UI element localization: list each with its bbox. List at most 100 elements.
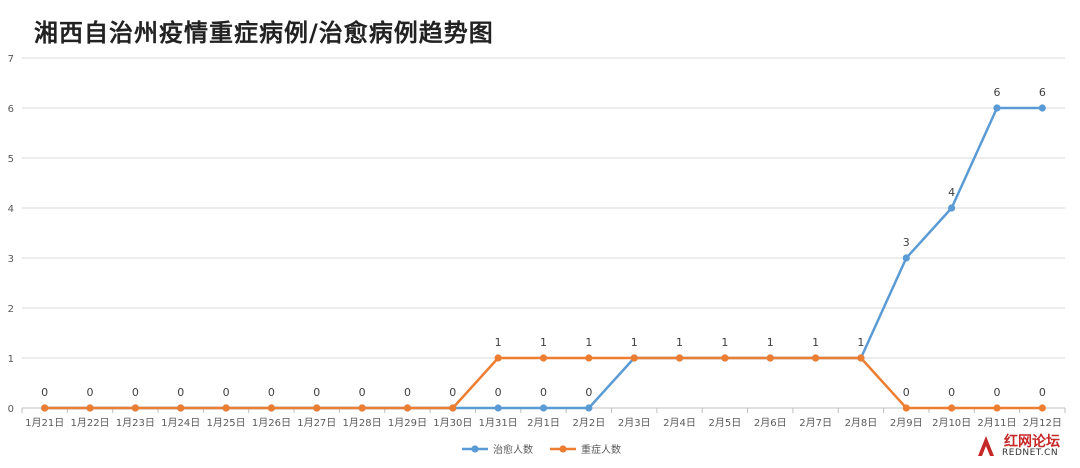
x-tick-label: 2月4日 bbox=[663, 417, 696, 429]
y-tick-label: 1 bbox=[8, 354, 14, 365]
data-label: 0 bbox=[41, 386, 48, 399]
x-tick-label: 1月23日 bbox=[116, 417, 155, 429]
x-tick-label: 2月3日 bbox=[618, 417, 651, 429]
data-point bbox=[1038, 404, 1046, 412]
data-point bbox=[857, 354, 865, 362]
data-label: 0 bbox=[87, 386, 94, 399]
x-tick-label: 2月5日 bbox=[709, 417, 742, 429]
data-point bbox=[313, 404, 321, 412]
data-point bbox=[86, 404, 94, 412]
rednet-watermark: 红网论坛 REDNET.CN bbox=[974, 430, 1074, 464]
data-label: 1 bbox=[676, 336, 683, 349]
x-tick-label: 1月21日 bbox=[25, 417, 64, 429]
data-label: 0 bbox=[313, 386, 320, 399]
data-label: 0 bbox=[359, 386, 366, 399]
data-label: 6 bbox=[993, 86, 1000, 99]
data-point bbox=[721, 354, 729, 362]
rednet-logo-icon bbox=[978, 436, 994, 456]
data-point bbox=[675, 354, 684, 362]
data-label: 0 bbox=[540, 386, 547, 399]
data-point bbox=[494, 404, 502, 412]
x-tick-label: 2月10日 bbox=[932, 417, 971, 429]
data-label: 0 bbox=[1039, 386, 1046, 399]
data-point bbox=[993, 104, 1001, 112]
x-tick-label: 2月7日 bbox=[799, 417, 832, 429]
chart-title: 湘西自治州疫情重症病例/治愈病例趋势图 bbox=[34, 19, 494, 47]
data-label: 1 bbox=[540, 336, 547, 349]
data-label: 0 bbox=[177, 386, 184, 399]
x-tick-label: 2月11日 bbox=[977, 417, 1016, 429]
data-label: 1 bbox=[721, 336, 728, 349]
data-point bbox=[494, 354, 502, 362]
x-tick-label: 1月22日 bbox=[70, 417, 109, 429]
legend-swatch-marker bbox=[559, 445, 567, 453]
data-point bbox=[948, 204, 956, 212]
data-point bbox=[902, 404, 910, 412]
legend-label: 治愈人数 bbox=[493, 443, 533, 456]
x-tick-label: 1月31日 bbox=[479, 417, 518, 429]
data-label: 3 bbox=[903, 236, 910, 249]
data-point bbox=[585, 404, 593, 412]
x-tick-label: 2月2日 bbox=[572, 417, 605, 429]
y-tick-label: 0 bbox=[8, 404, 14, 415]
legend-label: 重症人数 bbox=[581, 443, 621, 456]
watermark-name: 红网论坛 bbox=[1004, 434, 1060, 450]
data-point bbox=[902, 254, 910, 262]
data-label: 1 bbox=[767, 336, 774, 349]
watermark-site: REDNET.CN bbox=[1002, 448, 1059, 458]
data-point bbox=[766, 354, 774, 362]
data-label: 1 bbox=[812, 336, 819, 349]
data-label: 0 bbox=[404, 386, 411, 399]
data-label: 1 bbox=[857, 336, 864, 349]
x-tick-label: 1月25日 bbox=[207, 417, 246, 429]
data-point bbox=[449, 404, 457, 412]
data-point bbox=[539, 354, 548, 362]
data-point bbox=[403, 404, 412, 412]
data-label: 1 bbox=[495, 336, 502, 349]
legend-swatch-marker bbox=[471, 445, 479, 453]
x-tick-label: 2月1日 bbox=[527, 417, 560, 429]
x-tick-label: 1月30日 bbox=[433, 417, 472, 429]
x-tick-label: 2月9日 bbox=[890, 417, 923, 429]
data-label: 6 bbox=[1039, 86, 1046, 99]
data-label: 0 bbox=[223, 386, 230, 399]
data-label: 0 bbox=[449, 386, 456, 399]
y-tick-label: 3 bbox=[8, 254, 14, 265]
y-tick-label: 7 bbox=[8, 54, 14, 65]
x-tick-label: 2月12日 bbox=[1023, 417, 1062, 429]
data-label: 1 bbox=[585, 336, 592, 349]
data-point bbox=[630, 354, 638, 362]
data-point bbox=[585, 354, 593, 362]
data-label: 0 bbox=[495, 386, 502, 399]
data-point bbox=[131, 404, 139, 412]
x-tick-label: 1月29日 bbox=[388, 417, 427, 429]
data-label: 0 bbox=[268, 386, 275, 399]
data-label: 0 bbox=[903, 386, 910, 399]
y-tick-label: 5 bbox=[8, 154, 14, 165]
series-line-1 bbox=[44, 356, 1043, 410]
data-label: 0 bbox=[132, 386, 139, 399]
data-point bbox=[267, 404, 276, 412]
x-tick-label: 1月27日 bbox=[297, 417, 336, 429]
data-label: 0 bbox=[993, 386, 1000, 399]
data-point bbox=[222, 404, 230, 412]
x-tick-label: 1月28日 bbox=[343, 417, 382, 429]
x-tick-label: 2月8日 bbox=[845, 417, 878, 429]
data-point bbox=[177, 404, 185, 412]
data-label: 0 bbox=[948, 386, 955, 399]
data-label: 1 bbox=[631, 336, 638, 349]
data-point bbox=[539, 404, 548, 412]
x-tick-label: 2月6日 bbox=[754, 417, 787, 429]
y-tick-label: 4 bbox=[8, 204, 14, 215]
y-tick-label: 6 bbox=[8, 104, 14, 115]
data-point bbox=[1038, 104, 1046, 112]
data-point bbox=[948, 404, 956, 412]
y-tick-label: 2 bbox=[8, 304, 14, 315]
data-label: 0 bbox=[585, 386, 592, 399]
x-tick-label: 1月26日 bbox=[252, 417, 291, 429]
data-point bbox=[358, 404, 366, 412]
data-point bbox=[41, 404, 49, 412]
x-tick-label: 1月24日 bbox=[161, 417, 200, 429]
